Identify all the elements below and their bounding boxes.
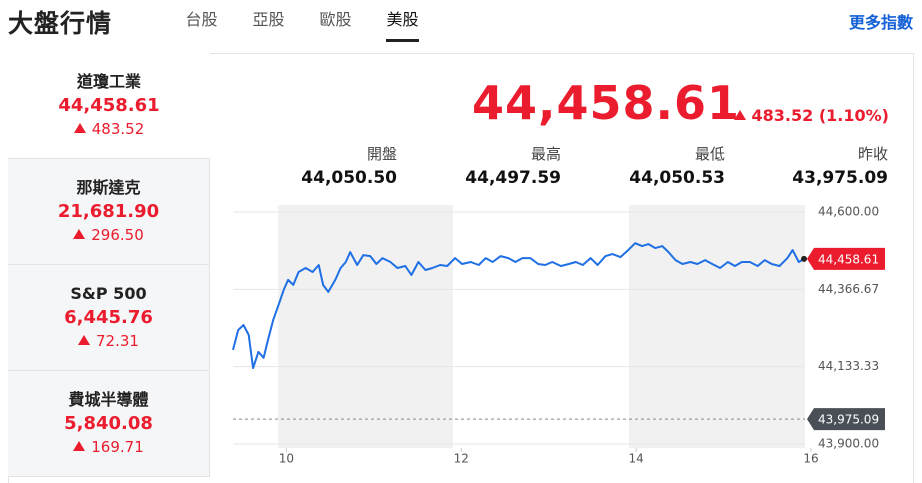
tab[interactable]: 台股 <box>168 0 235 45</box>
stat-label: 開盤 <box>366 145 397 163</box>
tab[interactable]: 歐股 <box>302 0 369 45</box>
index-name: 道瓊工業 <box>76 72 141 91</box>
index-change-value: 296.50 <box>91 226 144 244</box>
index-change-value: 483.52 <box>91 120 145 138</box>
index-name: 費城半導體 <box>68 390 149 409</box>
index-item[interactable]: 道瓊工業 44,458.61 483.52 <box>8 53 210 159</box>
index-item[interactable]: 費城半導體 5,840.08 169.71 <box>8 371 210 477</box>
change-pct: (1.10%) <box>818 106 889 125</box>
index-list: 道瓊工業 44,458.61 483.52 那斯達克 21,681.90 296.50 S&… <box>8 53 210 477</box>
stat-value: 44,497.59 <box>465 168 561 188</box>
up-arrow <box>733 110 746 120</box>
tab-label: 台股 <box>185 10 218 29</box>
index-change: 296.50 <box>8 224 209 246</box>
stat-value: 44,050.50 <box>301 168 397 188</box>
index-name: S&P 500 <box>70 284 147 303</box>
stat-value: 44,050.53 <box>629 168 725 188</box>
change-value: 483.52 <box>751 106 814 125</box>
stat-label: 最高 <box>530 145 561 163</box>
index-change-value: 169.71 <box>91 438 144 456</box>
up-arrow <box>78 335 91 345</box>
up-arrow <box>73 229 86 239</box>
stat: 最高 44,497.59 <box>411 143 561 191</box>
tab-label: 美股 <box>386 1 419 42</box>
tab-label: 亞股 <box>252 10 285 29</box>
stat: 開盤 44,050.50 <box>247 143 397 191</box>
index-change-value: 72.31 <box>96 332 139 350</box>
index-value: 6,445.76 <box>64 307 153 328</box>
stat-label: 昨收 <box>857 145 888 163</box>
tab[interactable]: 亞股 <box>235 0 302 45</box>
page-title: 大盤行情 <box>8 9 113 38</box>
index-change: 72.31 <box>8 330 209 352</box>
stat: 昨收 43,975.09 <box>738 143 888 191</box>
tab-bar: 台股 亞股 歐股 美股 <box>168 0 436 45</box>
index-value: 44,458.61 <box>58 95 160 116</box>
index-value: 5,840.08 <box>64 413 153 434</box>
up-arrow <box>73 123 86 133</box>
index-name: 那斯達克 <box>76 178 141 197</box>
quote-change: 483.52 (1.10%) <box>733 106 889 125</box>
index-change: 483.52 <box>8 118 210 140</box>
quote-price: 44,458.61 <box>472 76 740 130</box>
tab-label: 歐股 <box>319 10 352 29</box>
index-change: 169.71 <box>8 436 209 458</box>
index-value: 21,681.90 <box>57 201 160 222</box>
up-arrow <box>73 441 86 451</box>
stat-label: 最低 <box>694 145 725 163</box>
stat-value: 43,975.09 <box>792 168 888 188</box>
index-item[interactable]: 那斯達克 21,681.90 296.50 <box>8 159 210 265</box>
stat: 最低 44,050.53 <box>575 143 725 191</box>
more-link[interactable]: 更多指數 <box>848 13 913 32</box>
index-item[interactable]: S&P 500 6,445.76 72.31 <box>8 265 210 371</box>
tab[interactable]: 美股 <box>369 0 436 45</box>
